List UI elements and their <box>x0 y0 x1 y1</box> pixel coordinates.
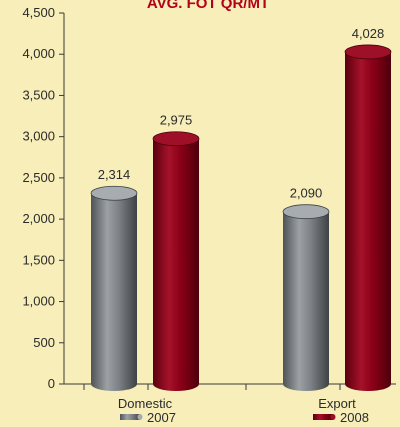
bar-top <box>152 131 200 147</box>
data-label: 2,975 <box>160 113 193 128</box>
bar-body <box>345 51 391 384</box>
bar-body <box>153 138 199 384</box>
bar-base <box>91 377 137 391</box>
y-tick-label: 4,500 <box>22 5 55 20</box>
legend-swatch <box>120 414 140 420</box>
legend-label: 2008 <box>340 410 369 425</box>
bar-body <box>283 211 329 384</box>
bar-base <box>345 377 391 391</box>
chart-title: AVG. FOT QR/MT <box>147 0 269 12</box>
legend-swatch <box>313 414 333 420</box>
y-tick-label: 2,000 <box>22 211 55 226</box>
y-tick-label: 3,500 <box>22 87 55 102</box>
bar-domestic-2008 <box>152 131 200 391</box>
y-tick-label: 4,000 <box>22 46 55 61</box>
y-tick-label: 1,000 <box>22 294 55 309</box>
y-tick-label: 1,500 <box>22 252 55 267</box>
data-label: 4,028 <box>352 26 385 41</box>
bar-top <box>90 185 138 201</box>
data-label: 2,314 <box>98 167 131 182</box>
x-category-label: Export <box>318 396 356 411</box>
bar-base <box>283 377 329 391</box>
y-tick-label: 3,000 <box>22 129 55 144</box>
data-label: 2,090 <box>290 186 323 201</box>
legend-swatch-end <box>330 414 336 420</box>
bar-top <box>344 44 392 60</box>
legend-item-2008: 2008 <box>313 410 369 425</box>
legend-swatch-end <box>137 414 143 420</box>
bar-domestic-2007 <box>90 185 138 391</box>
legend-label: 2007 <box>147 410 176 425</box>
legend-item-2007: 2007 <box>120 410 176 425</box>
bar-export-2008 <box>344 44 392 391</box>
y-tick-label: 0 <box>48 376 55 391</box>
x-category-label: Domestic <box>118 396 173 411</box>
y-tick-label: 500 <box>33 335 55 350</box>
bar-base <box>153 377 199 391</box>
bar-top <box>282 204 330 220</box>
y-tick-label: 2,500 <box>22 170 55 185</box>
bar-export-2007 <box>282 204 330 391</box>
bar-body <box>91 193 137 384</box>
